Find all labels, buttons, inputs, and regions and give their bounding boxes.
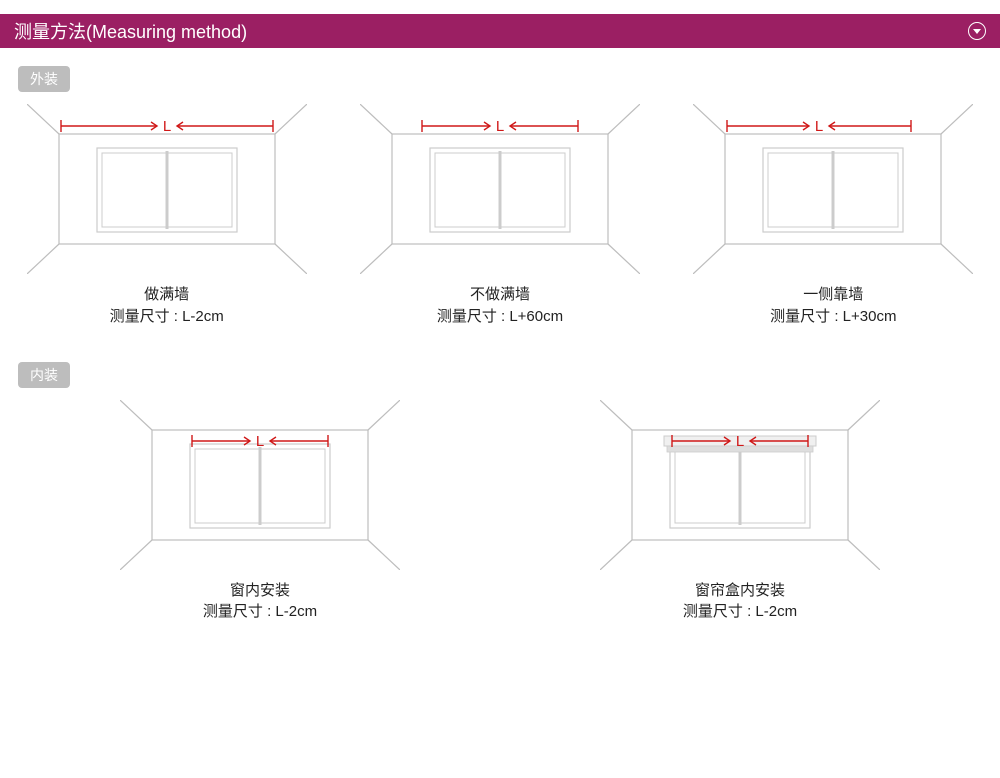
caption-title: 一侧靠墙 <box>683 284 983 306</box>
room-diagram: L <box>120 400 400 570</box>
dropdown-circle-icon[interactable] <box>968 22 986 40</box>
diagram-card-full: L 做满墙 测量尺寸 : L-2cm <box>17 104 317 328</box>
room-diagram: L <box>27 104 307 274</box>
section-tag-outer: 外装 <box>18 66 70 92</box>
room-diagram: L <box>600 400 880 570</box>
diagram-card-inside: L 窗内安装 测量尺寸 : L-2cm <box>110 400 410 624</box>
row-inner: L 窗内安装 测量尺寸 : L-2cm L 窗帘盒内安装 测量尺寸 : L-2c… <box>0 400 1000 624</box>
diagram-card-not_full: L 不做满墙 测量尺寸 : L+60cm <box>350 104 650 328</box>
diagram-card-one_side: L 一侧靠墙 测量尺寸 : L+30cm <box>683 104 983 328</box>
caption-size: 测量尺寸 : L-2cm <box>590 601 890 623</box>
caption-title: 做满墙 <box>17 284 317 306</box>
row-outer: L 做满墙 测量尺寸 : L-2cm L 不做满墙 测量尺寸 : L+60cm <box>0 104 1000 328</box>
diagram-card-box: L 窗帘盒内安装 测量尺寸 : L-2cm <box>590 400 890 624</box>
header-bar: 测量方法(Measuring method) <box>0 14 1000 48</box>
caption-size: 测量尺寸 : L-2cm <box>17 306 317 328</box>
caption-size: 测量尺寸 : L-2cm <box>110 601 410 623</box>
svg-text:L: L <box>162 118 170 135</box>
diagram-caption: 窗帘盒内安装 测量尺寸 : L-2cm <box>590 580 890 624</box>
caption-title: 窗内安装 <box>110 580 410 602</box>
header-title: 测量方法(Measuring method) <box>14 18 247 44</box>
caption-size: 测量尺寸 : L+60cm <box>350 306 650 328</box>
room-diagram: L <box>360 104 640 274</box>
caption-size: 测量尺寸 : L+30cm <box>683 306 983 328</box>
caption-title: 不做满墙 <box>350 284 650 306</box>
svg-text:L: L <box>496 118 504 135</box>
svg-text:L: L <box>815 118 823 135</box>
diagram-caption: 做满墙 测量尺寸 : L-2cm <box>17 284 317 328</box>
diagram-caption: 不做满墙 测量尺寸 : L+60cm <box>350 284 650 328</box>
svg-text:L: L <box>736 433 744 450</box>
section-tag-inner: 内装 <box>18 362 70 388</box>
room-diagram: L <box>693 104 973 274</box>
diagram-caption: 一侧靠墙 测量尺寸 : L+30cm <box>683 284 983 328</box>
svg-text:L: L <box>256 433 264 450</box>
caption-title: 窗帘盒内安装 <box>590 580 890 602</box>
diagram-caption: 窗内安装 测量尺寸 : L-2cm <box>110 580 410 624</box>
